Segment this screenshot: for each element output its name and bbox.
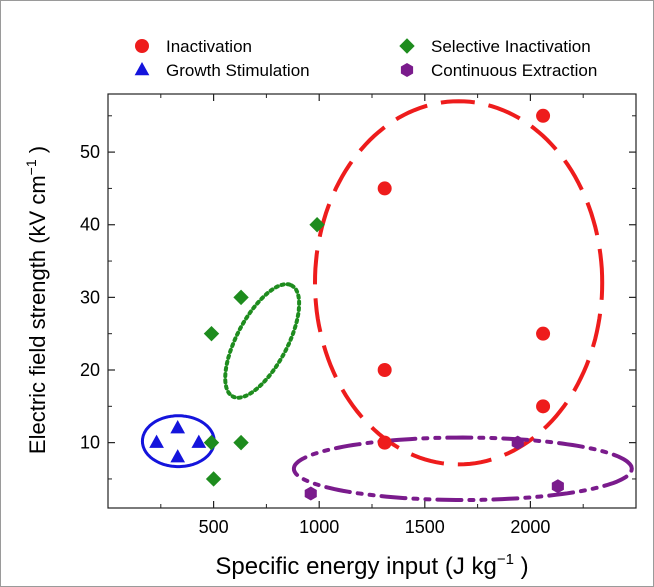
y-tick-label: 20 [80, 360, 100, 380]
growth-stimulation-point [170, 420, 186, 434]
selective-inactivation-point [309, 217, 325, 233]
growth-stimulation-point [149, 434, 164, 448]
y-tick-label: 30 [80, 287, 100, 307]
inactivation-point [536, 108, 551, 123]
growth-stimulation-ellipse [140, 414, 216, 469]
legend-marker-inactivation [135, 39, 149, 53]
axis-ticks: 500 1000 1500 2000 10 20 30 40 50 [80, 94, 636, 537]
continuous-extraction-point [511, 435, 524, 450]
selective-inactivation-ellipse [223, 282, 302, 400]
inactivation-point [377, 181, 392, 196]
legend-label-continuous-extraction: Continuous Extraction [431, 61, 597, 80]
x-axis-title: Specific energy input (J kg−1 ) [215, 551, 528, 580]
group-ellipses [140, 99, 634, 502]
legend-label-selective-inactivation: Selective Inactivation [431, 37, 591, 56]
selective-inactivation-point [205, 471, 222, 487]
legend-label-growth-stimulation: Growth Stimulation [166, 61, 310, 80]
x-tick-label: 2000 [510, 517, 550, 537]
continuous-extraction-point [551, 479, 564, 494]
legend-marker-growth-stimulation [134, 61, 150, 76]
legend-label-inactivation: Inactivation [166, 37, 252, 56]
y-tick-label: 50 [80, 142, 100, 162]
inactivation-point [536, 399, 551, 414]
selective-inactivation-point [233, 434, 249, 451]
growth-stimulation-point [191, 434, 207, 448]
x-tick-label: 1000 [299, 517, 339, 537]
selective-inactivation-point [203, 434, 220, 451]
legend-marker-continuous-extraction [400, 63, 414, 77]
inactivation-ellipse [312, 99, 605, 467]
selective-inactivation-point [203, 325, 220, 342]
continuous-extraction-ellipse [291, 435, 634, 502]
y-axis-title: Electric field strength (kV cm−1 ) [23, 146, 50, 454]
x-tick-label: 500 [199, 517, 229, 537]
plot-area [107, 93, 637, 509]
x-tick-label: 1500 [405, 517, 445, 537]
legend-marker-selective-inactivation [399, 38, 415, 54]
continuous-extraction-point [304, 486, 317, 501]
inactivation-point [377, 435, 392, 450]
y-tick-label: 10 [80, 433, 100, 453]
inactivation-point [377, 363, 392, 377]
growth-stimulation-point [170, 449, 186, 463]
selective-inactivation-point [233, 289, 249, 306]
y-tick-label: 40 [80, 215, 100, 235]
inactivation-point [536, 326, 551, 341]
legend: Inactivation Growth Stimulation Selective … [134, 37, 597, 80]
data-points [149, 108, 564, 501]
